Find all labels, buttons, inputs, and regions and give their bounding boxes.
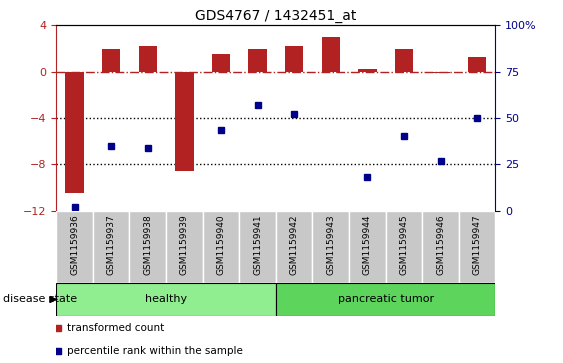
- Text: disease state: disease state: [3, 294, 77, 305]
- Bar: [349, 211, 386, 283]
- Text: GSM1159945: GSM1159945: [400, 214, 408, 275]
- Bar: [276, 283, 495, 316]
- Text: GSM1159946: GSM1159946: [436, 214, 445, 275]
- Bar: [459, 211, 495, 283]
- Bar: [395, 49, 413, 72]
- Bar: [138, 46, 157, 72]
- Text: percentile rank within the sample: percentile rank within the sample: [68, 346, 243, 356]
- Text: GSM1159940: GSM1159940: [217, 214, 225, 275]
- Bar: [203, 211, 239, 283]
- Bar: [129, 211, 166, 283]
- Text: healthy: healthy: [145, 294, 187, 305]
- Bar: [248, 49, 267, 72]
- Text: GSM1159936: GSM1159936: [70, 214, 79, 275]
- Bar: [285, 46, 303, 72]
- Bar: [102, 49, 120, 72]
- Bar: [312, 211, 349, 283]
- Text: GSM1159943: GSM1159943: [327, 214, 335, 275]
- Text: GSM1159944: GSM1159944: [363, 214, 372, 275]
- Title: GDS4767 / 1432451_at: GDS4767 / 1432451_at: [195, 9, 356, 23]
- Bar: [175, 72, 194, 171]
- Text: GSM1159939: GSM1159939: [180, 214, 189, 275]
- Bar: [468, 57, 486, 72]
- Text: GSM1159941: GSM1159941: [253, 214, 262, 275]
- Bar: [93, 211, 129, 283]
- Bar: [65, 72, 84, 193]
- Bar: [422, 211, 459, 283]
- Text: GSM1159947: GSM1159947: [473, 214, 481, 275]
- Text: pancreatic tumor: pancreatic tumor: [338, 294, 434, 305]
- Text: GSM1159942: GSM1159942: [290, 214, 298, 275]
- Bar: [321, 37, 340, 72]
- Bar: [276, 211, 312, 283]
- Text: transformed count: transformed count: [68, 323, 164, 333]
- Bar: [358, 69, 377, 72]
- Bar: [239, 211, 276, 283]
- Bar: [212, 54, 230, 72]
- Bar: [56, 283, 276, 316]
- Bar: [56, 211, 93, 283]
- Bar: [386, 211, 422, 283]
- Bar: [431, 72, 450, 73]
- Bar: [166, 211, 203, 283]
- Text: GSM1159937: GSM1159937: [107, 214, 115, 275]
- Text: GSM1159938: GSM1159938: [144, 214, 152, 275]
